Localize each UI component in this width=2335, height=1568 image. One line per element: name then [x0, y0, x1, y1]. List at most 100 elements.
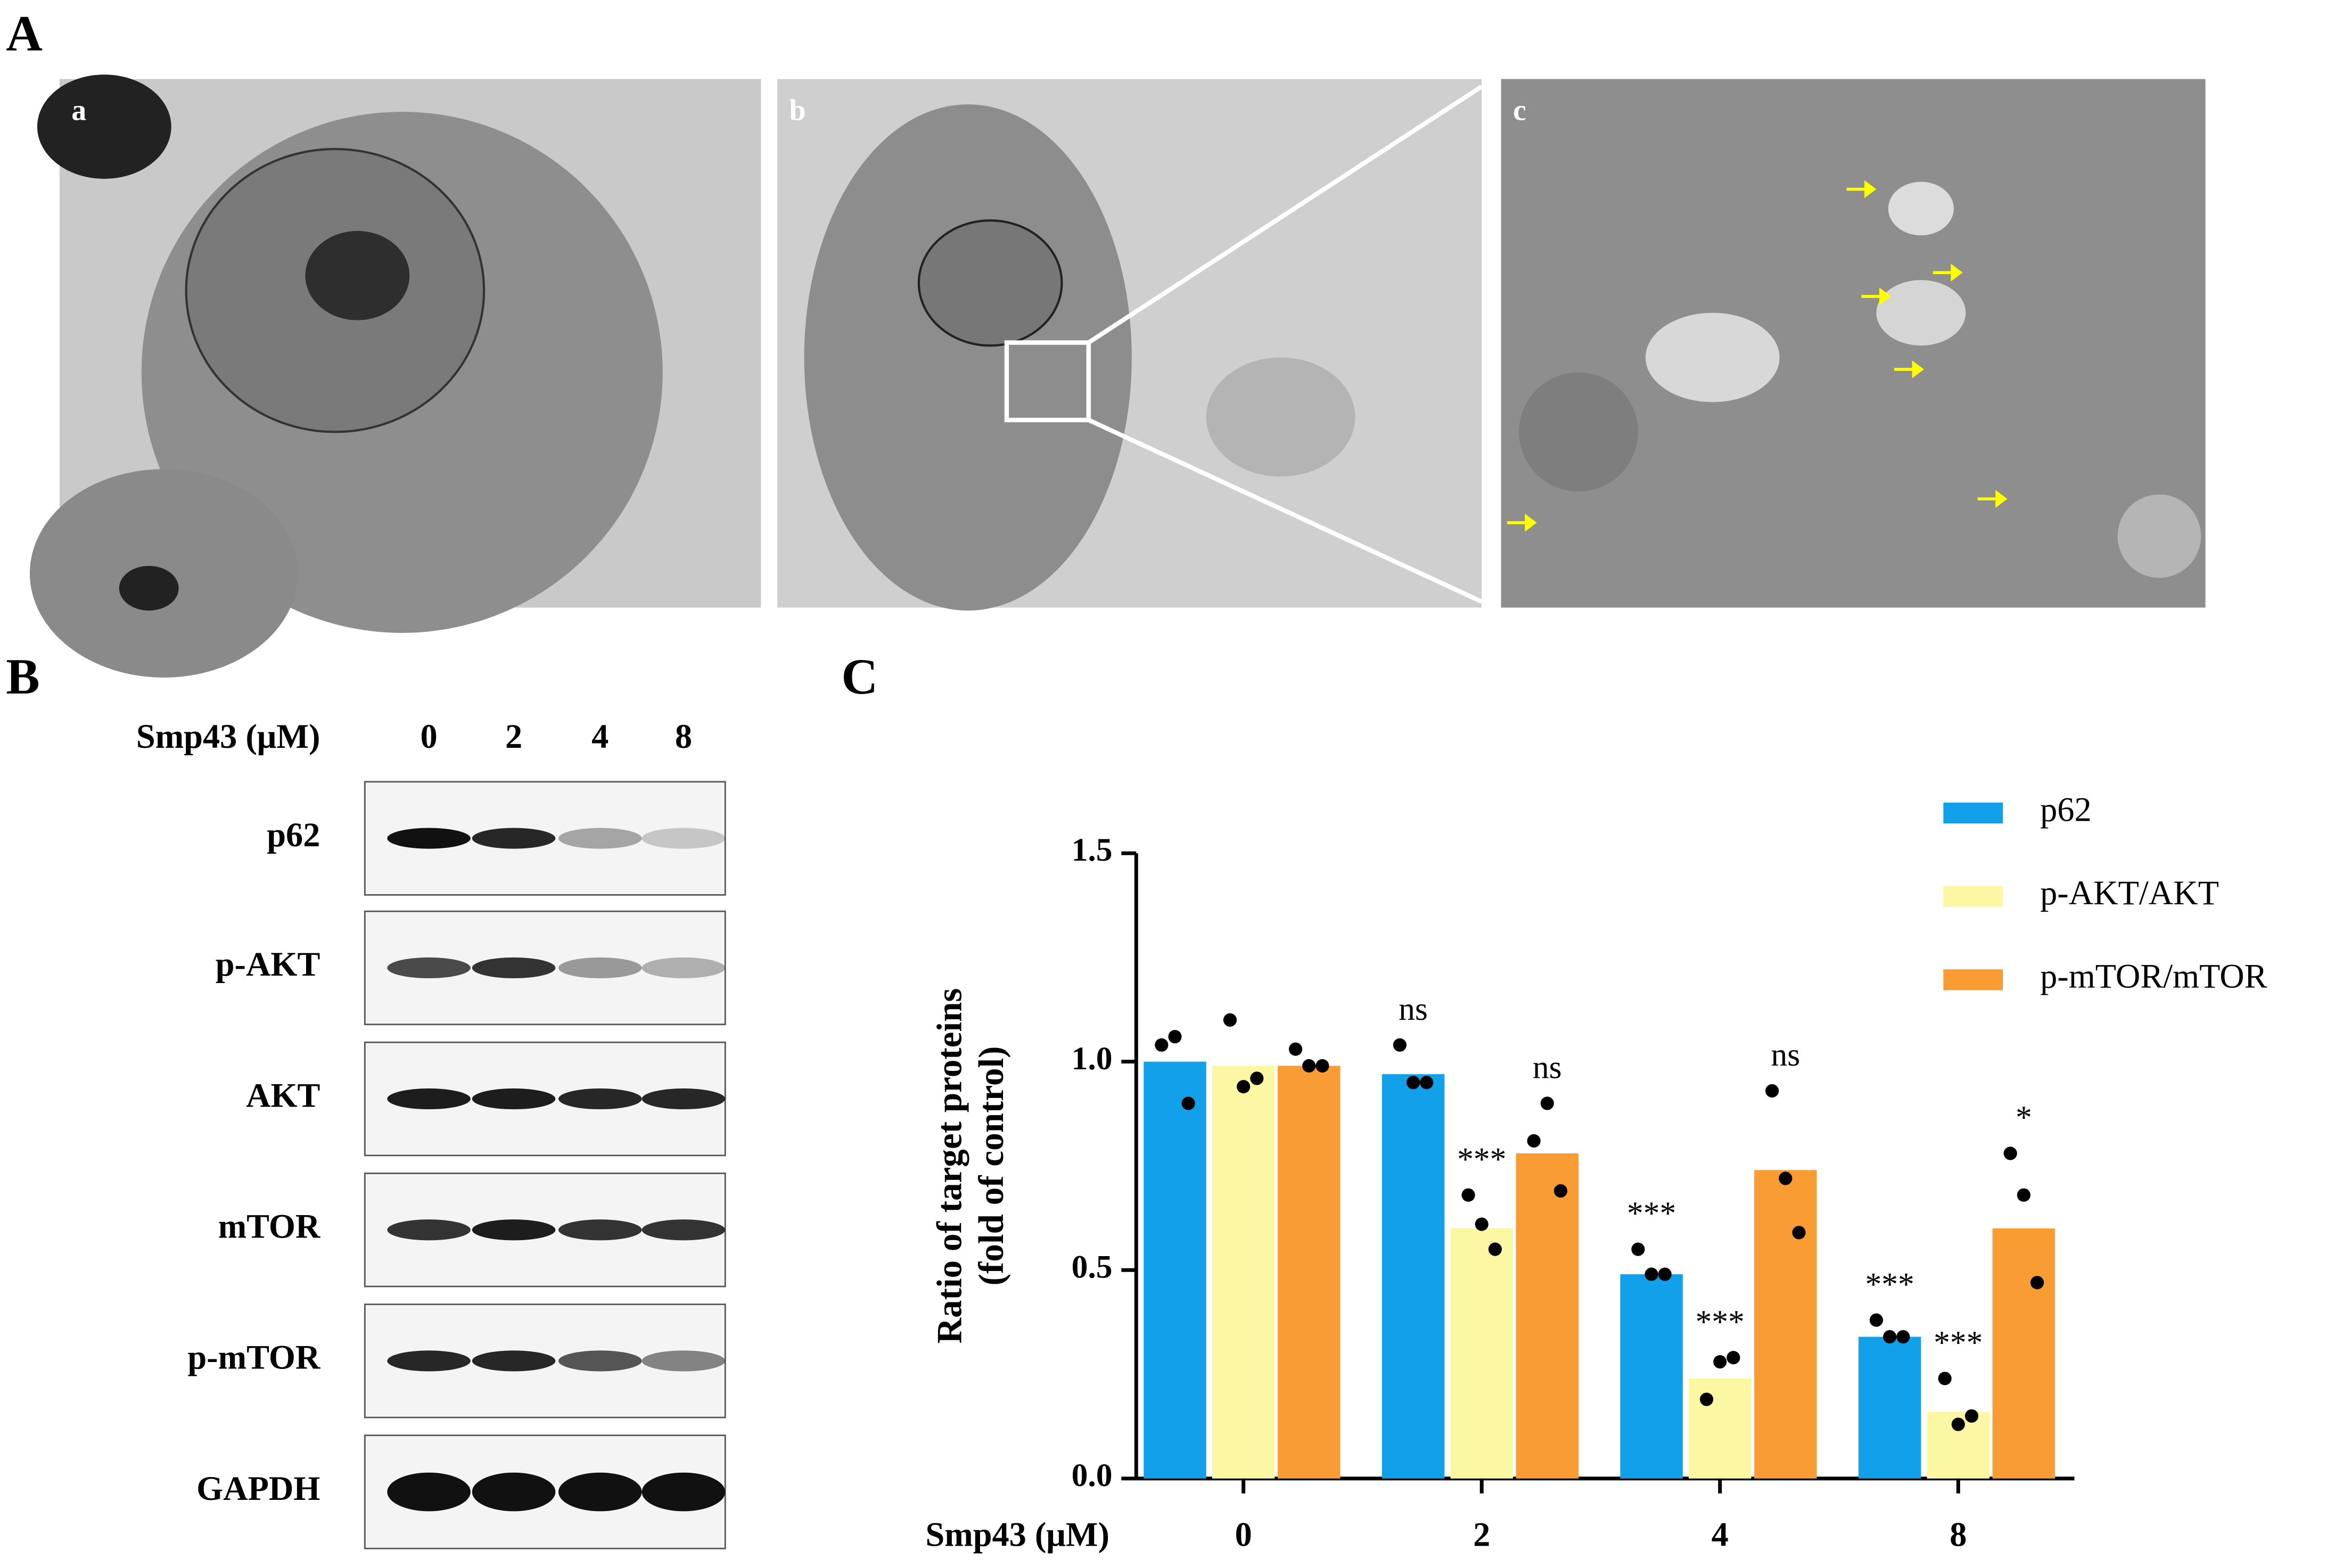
significance: ***	[1457, 1141, 1506, 1177]
data-point	[1765, 1084, 1779, 1098]
blot-band	[387, 828, 471, 849]
data-point	[1869, 1313, 1884, 1327]
significance: ns	[1399, 991, 1428, 1027]
data-point	[1883, 1330, 1897, 1344]
legend-label: p-AKT/AKT	[2040, 874, 2219, 912]
bar	[1689, 1378, 1752, 1479]
lane-label: 2	[505, 717, 522, 755]
x-tick-label: 2	[1473, 1516, 1490, 1554]
panel-label: C	[841, 648, 878, 705]
blot-band	[642, 1219, 726, 1241]
x-tick-label: 0	[1235, 1516, 1252, 1554]
blot-band	[472, 1350, 556, 1372]
data-point	[1316, 1059, 1329, 1073]
western-blot: Smp43 (μM) 0 2 4 8 p62 p-AKT AKT mTOR p-mTOR GAPDH	[136, 717, 726, 1549]
blot-band	[387, 957, 471, 979]
data-point	[1951, 1417, 1965, 1431]
y-tick-label: 0.5	[1072, 1249, 1113, 1285]
em-image-c	[1501, 79, 2206, 608]
blot-band	[472, 1472, 556, 1512]
y-axis-label: (fold of control)	[971, 1046, 1011, 1286]
image-label: b	[790, 94, 806, 127]
data-point	[1631, 1242, 1645, 1256]
x-axis-label: Smp43 (μM)	[925, 1516, 1109, 1554]
bar-chart: 0.0 0.5 1.0 1.5 Ratio of target proteins (fol…	[925, 790, 2267, 1553]
data-point	[1964, 1409, 1979, 1423]
lane-label: 8	[675, 717, 692, 755]
data-point	[1527, 1134, 1541, 1148]
blot-band	[387, 1088, 471, 1110]
data-point	[2017, 1188, 2030, 1202]
blot-band	[558, 1088, 642, 1110]
y-tick-label: 1.5	[1072, 832, 1113, 868]
protein-label: GAPDH	[196, 1470, 320, 1507]
significance: *	[2016, 1100, 2032, 1136]
bar	[1144, 1061, 1206, 1479]
blot-band	[558, 1472, 642, 1512]
x-tick-label: 4	[1712, 1516, 1729, 1554]
blot-band	[472, 1088, 556, 1110]
legend-swatch	[1943, 802, 2003, 824]
data-point	[2003, 1146, 2017, 1160]
blot-band	[558, 1219, 642, 1241]
treatment-label: Smp43 (μM)	[136, 717, 320, 755]
data-point	[1406, 1076, 1420, 1090]
protein-label: p62	[267, 816, 320, 854]
data-point	[1250, 1071, 1264, 1085]
bar	[1620, 1274, 1683, 1479]
significance: ns	[1771, 1037, 1800, 1073]
bar	[1754, 1170, 1817, 1479]
panel-label: B	[6, 648, 39, 705]
significance: ***	[1696, 1303, 1745, 1340]
bar	[1277, 1066, 1341, 1479]
data-point	[1168, 1030, 1182, 1044]
blot-band	[642, 957, 726, 979]
blot-band	[558, 828, 642, 849]
em-image-b	[777, 79, 1483, 611]
data-point	[1475, 1217, 1489, 1231]
y-axis-label: Ratio of target proteins	[930, 988, 969, 1343]
bar	[1450, 1228, 1513, 1479]
data-point	[1288, 1042, 1303, 1056]
data-point	[1461, 1188, 1475, 1202]
blot-band	[642, 828, 726, 849]
lane-label: 0	[421, 717, 438, 755]
data-point	[1713, 1355, 1727, 1369]
data-point	[1540, 1096, 1554, 1110]
bar	[1212, 1066, 1275, 1479]
significance: ns	[1533, 1050, 1562, 1086]
data-point	[1223, 1013, 1237, 1027]
bar	[1992, 1228, 2056, 1479]
significance: ***	[1865, 1266, 1914, 1302]
image-label: c	[1513, 94, 1526, 127]
panel-label: A	[6, 5, 43, 62]
data-point	[1938, 1372, 1952, 1385]
data-point	[1645, 1267, 1658, 1281]
protein-label: p-mTOR	[187, 1339, 321, 1376]
protein-label: mTOR	[218, 1208, 321, 1245]
data-point	[1488, 1242, 1502, 1256]
data-point	[1699, 1392, 1714, 1406]
bar	[1858, 1336, 1921, 1479]
blot-band	[642, 1088, 726, 1110]
data-point	[2030, 1276, 2044, 1290]
blot-band	[472, 1219, 556, 1241]
data-point	[1237, 1080, 1251, 1094]
blot-band	[387, 1350, 471, 1372]
blot-band	[472, 828, 556, 849]
data-point	[1726, 1351, 1740, 1365]
image-label: a	[71, 94, 86, 127]
data-point	[1658, 1267, 1672, 1281]
data-point	[1792, 1226, 1806, 1240]
blot-band	[387, 1219, 471, 1241]
blot-band	[558, 1350, 642, 1372]
data-point	[1302, 1059, 1316, 1073]
em-image-a	[29, 75, 761, 678]
protein-label: p-AKT	[216, 945, 320, 983]
data-point	[1896, 1330, 1910, 1344]
blot-band	[642, 1472, 726, 1512]
data-point	[1779, 1171, 1793, 1185]
data-point	[1420, 1076, 1434, 1090]
